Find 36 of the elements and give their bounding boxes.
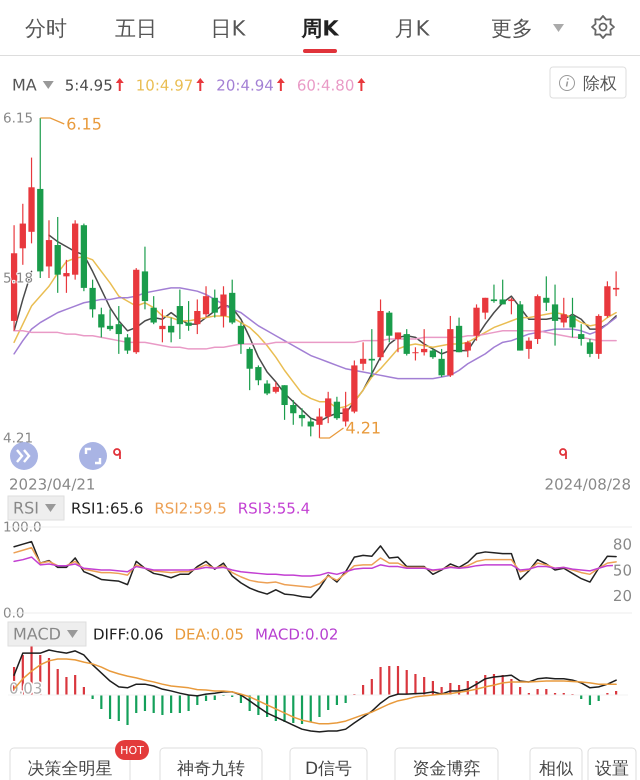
text: 神奇九转 [177, 758, 245, 779]
text: 月K [394, 16, 431, 40]
text: 除权 [583, 74, 617, 94]
text: 相似 [539, 758, 573, 779]
legend-title: MACD [13, 624, 61, 644]
text: 周K [300, 16, 340, 40]
y2-tick-label: 20 [612, 587, 632, 606]
text: 2024/08/28 [544, 475, 631, 494]
text: RSI1:65.6 [71, 499, 144, 518]
text: 决策全明星 [28, 758, 112, 779]
text: DEA:0.05 [174, 625, 244, 644]
text: RSI2:59.5 [154, 499, 227, 518]
annotation: 6.15 [66, 114, 102, 134]
y2-tick-label: 80 [612, 535, 632, 554]
text: 日K [210, 16, 247, 40]
text: 10:4.97 [136, 76, 194, 94]
text: 设置 [595, 758, 629, 779]
text: 资金博弈 [412, 758, 480, 779]
text: HOT [120, 744, 144, 757]
text: 60:4.80 [296, 76, 354, 94]
legend-title: RSI [13, 498, 39, 518]
y2-tick-label: 50 [612, 561, 632, 580]
legend-title: MA [12, 76, 37, 95]
text: 5:4.95 [64, 76, 113, 94]
y-tick-label: 4.21 [3, 430, 34, 447]
text: MACD:0.02 [254, 625, 338, 644]
text: 更多 [491, 16, 533, 40]
text: 五日 [115, 16, 157, 40]
y-tick-label: 6.15 [3, 110, 34, 127]
annotation: 4.21 [345, 418, 382, 438]
series-label: DIFF:0.06 [92, 625, 164, 644]
text: RSI3:55.4 [238, 499, 310, 518]
text: 20:4.94 [216, 76, 274, 94]
text: 分时 [25, 16, 67, 40]
text: D信号 [304, 758, 352, 779]
text: 2023/04/21 [9, 475, 96, 494]
